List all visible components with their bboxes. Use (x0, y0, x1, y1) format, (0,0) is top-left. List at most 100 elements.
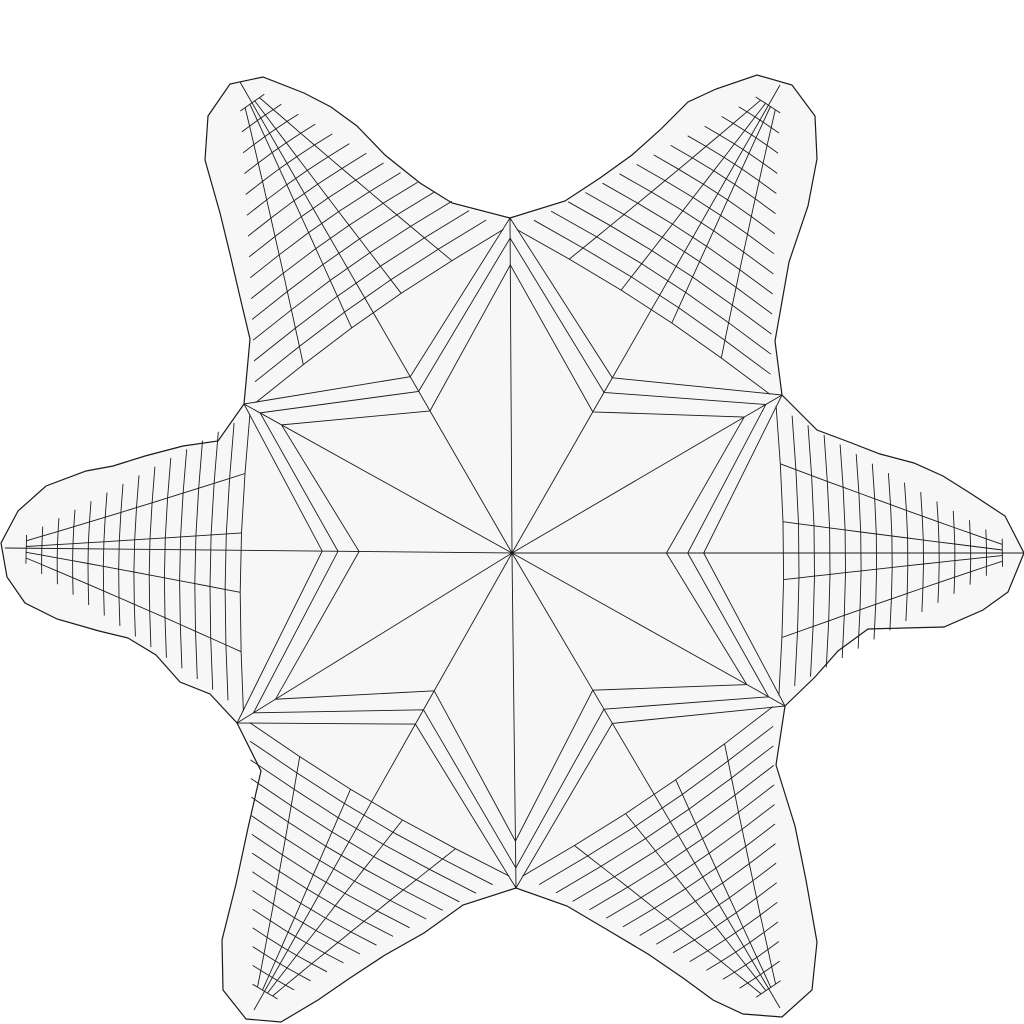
inner-ring (252, 237, 770, 869)
arm-rung (589, 784, 775, 911)
arm-rung (252, 200, 453, 341)
arm-flow-line (267, 819, 403, 994)
arm-flow-line (262, 789, 351, 991)
arm-rung (738, 106, 780, 134)
arm-flow-line (783, 555, 1003, 581)
arm-rung (251, 815, 427, 920)
arm-rung (241, 103, 282, 133)
arm-rung (687, 135, 777, 194)
arm-rung (251, 191, 436, 320)
arm-rung (253, 210, 470, 362)
arm-rung (247, 152, 367, 237)
arm-rung (254, 219, 487, 383)
arm-rung (739, 960, 780, 989)
arm-axis (608, 84, 781, 385)
arm-rung (252, 983, 278, 1000)
arm-rung (250, 778, 460, 903)
center-spoke-tip (413, 383, 513, 554)
arm-rung (242, 113, 299, 154)
arm-flow-line (26, 532, 242, 547)
center-spoke-tip (329, 550, 513, 554)
arm-rung (639, 843, 776, 936)
arm-flow-line (782, 521, 1003, 551)
arm-rung (522, 706, 774, 877)
arm-axis (608, 716, 781, 1009)
center-spoke-valley (511, 552, 786, 707)
arm-rung (969, 520, 972, 585)
arm-rung (706, 921, 779, 971)
arm-rung (41, 526, 44, 575)
arm-rung (920, 492, 924, 613)
arm-flow-line (671, 106, 771, 324)
arm-rung (25, 534, 27, 564)
arm-flow-line (25, 557, 242, 653)
arm-rung (118, 483, 124, 627)
star-outline (0, 74, 1024, 1023)
center-spoke-valley (509, 217, 513, 554)
arm-rung (775, 405, 785, 696)
arm-rung (249, 172, 401, 279)
arm-rung (855, 454, 862, 649)
arm-rung (871, 463, 878, 640)
arm-rung (585, 192, 773, 315)
center-spoke-tip (511, 384, 609, 554)
arm-flow-line (26, 473, 246, 542)
arm-rung (133, 475, 140, 637)
center-spoke-valley (511, 394, 783, 554)
arm-flow-line (26, 551, 241, 593)
arm-rung (252, 871, 377, 946)
arm-rung (722, 941, 780, 980)
arm-rung (936, 501, 940, 603)
arm-flow-line (259, 97, 453, 262)
arm-rung (567, 201, 772, 335)
arm-rung (250, 181, 418, 299)
arm-rung (102, 492, 108, 616)
arm-rung (251, 852, 394, 937)
arm-flow-line (257, 756, 301, 988)
arm-rung (56, 518, 60, 585)
arm-rung (550, 210, 772, 355)
arm-rung (163, 457, 172, 658)
arm-rung (209, 431, 219, 690)
arm-rung (721, 116, 779, 154)
arm-flow-line (781, 560, 1003, 638)
arm-rung (224, 422, 235, 701)
arm-flow-line (249, 104, 353, 329)
arm-axis (239, 81, 415, 384)
arm-rung (251, 834, 410, 929)
arm-rung (252, 890, 361, 955)
arm-rung (755, 96, 781, 114)
arm-flow-line (574, 845, 762, 995)
arm-flow-line (625, 813, 767, 991)
arm-flow-line (569, 99, 761, 260)
arm-rung (807, 425, 815, 677)
arm-rung (516, 229, 771, 395)
mesh-edges (4, 81, 1024, 1011)
arm-flow-line (675, 779, 772, 988)
arm-rung (839, 444, 846, 659)
arm-rung (538, 725, 774, 885)
arm-rung (653, 154, 775, 235)
center-spoke-valley (236, 552, 513, 724)
arm-flow-line (724, 743, 777, 985)
arm-rung (619, 173, 774, 275)
arm-rung (148, 466, 156, 648)
arm-rung (533, 219, 771, 375)
center-spoke-tip (418, 552, 513, 718)
arm-rung (791, 415, 800, 687)
arm-rung (87, 501, 92, 606)
arm-rung (252, 946, 311, 982)
arm-rung (72, 509, 76, 595)
arm-rung (252, 927, 328, 973)
center-spoke-tip (511, 552, 609, 718)
arm-rung (656, 862, 777, 945)
arm-rung (239, 414, 251, 712)
center-spoke-valley (243, 403, 513, 554)
arm-rung (602, 182, 773, 295)
arm-rung (636, 164, 775, 255)
arm-flow-line (272, 848, 456, 997)
mesh-fill (0, 74, 1024, 1023)
arm-rung (245, 133, 333, 195)
arm-rung (251, 796, 444, 911)
